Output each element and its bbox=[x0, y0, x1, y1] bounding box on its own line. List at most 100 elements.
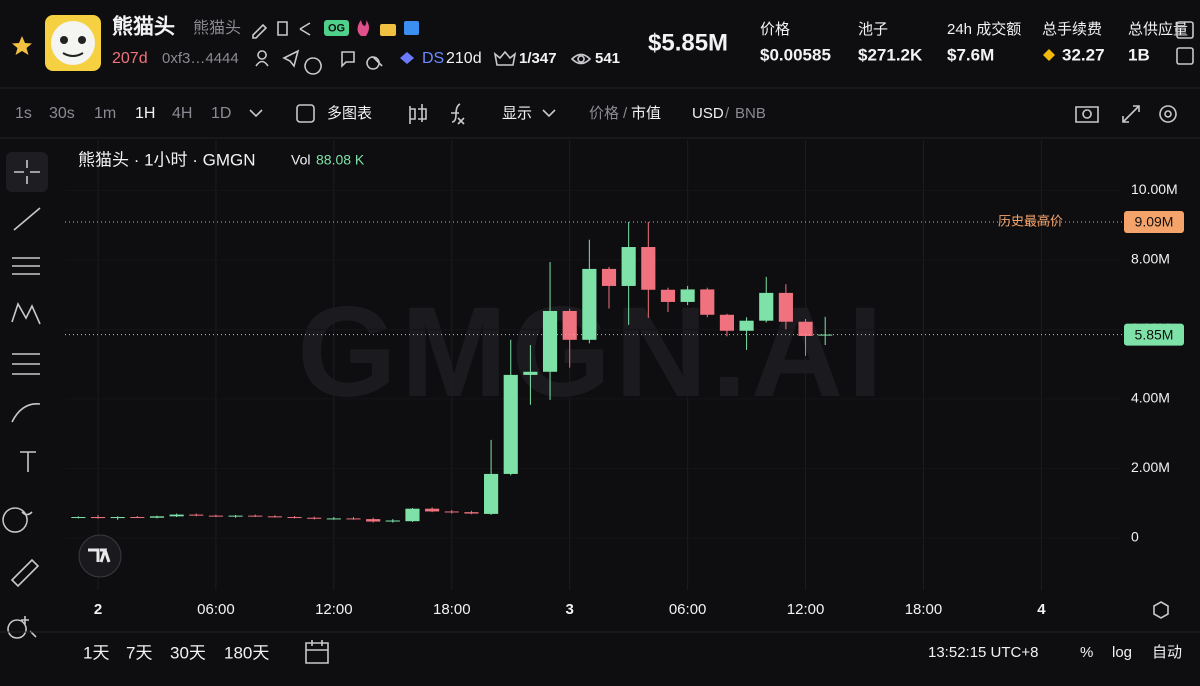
token-name: 熊猫头 bbox=[112, 15, 175, 39]
price-label: 9.09M bbox=[1135, 214, 1174, 230]
stat-value: 1B bbox=[1128, 45, 1150, 64]
slash: / bbox=[623, 105, 628, 122]
candle-body bbox=[464, 512, 479, 514]
avatar-face bbox=[51, 21, 95, 65]
auto-toggle[interactable]: 自动 bbox=[1152, 644, 1182, 661]
people-icon bbox=[380, 24, 396, 36]
ds-icon bbox=[400, 52, 414, 64]
bnb-toggle[interactable]: BNB bbox=[735, 105, 766, 122]
slash: / bbox=[725, 105, 730, 122]
candle-body bbox=[267, 516, 282, 518]
tool-active[interactable] bbox=[6, 152, 48, 192]
percent-toggle[interactable]: % bbox=[1080, 644, 1093, 661]
candle-body bbox=[719, 314, 735, 331]
market-cap: $5.85M bbox=[648, 29, 728, 56]
settings-icon[interactable] bbox=[1164, 110, 1172, 118]
stat-value: $271.2K bbox=[858, 45, 923, 64]
settings-icon[interactable] bbox=[1159, 105, 1177, 123]
avatar-mouth bbox=[62, 52, 84, 57]
display[interactable]: 显示 bbox=[502, 105, 532, 122]
drawing-tools[interactable] bbox=[2, 160, 41, 639]
token-alias: 熊猫头 bbox=[193, 19, 241, 37]
candle-body bbox=[149, 516, 165, 518]
candle-body bbox=[130, 517, 145, 519]
axis-settings[interactable] bbox=[1153, 601, 1169, 619]
x-tick-label: 12:00 bbox=[315, 601, 353, 618]
chevron[interactable] bbox=[542, 109, 556, 118]
x-tick-label: 3 bbox=[566, 601, 574, 618]
interval[interactable]: 1H bbox=[135, 105, 155, 122]
x-tick-label: 18:00 bbox=[433, 601, 471, 618]
avatar-eye bbox=[78, 36, 86, 44]
y-tick-label: 0 bbox=[1131, 529, 1139, 545]
avatar-eye bbox=[60, 36, 68, 44]
candle-body bbox=[582, 268, 597, 340]
candle-body bbox=[700, 289, 715, 315]
stat-label: 总供应量 bbox=[1128, 20, 1188, 38]
candle-body bbox=[425, 508, 440, 512]
stat-value: $7.6M bbox=[947, 45, 994, 64]
candle-body bbox=[798, 321, 813, 336]
ds-label: DS bbox=[422, 50, 444, 67]
range[interactable]: 30天 bbox=[170, 643, 206, 662]
candle-body bbox=[228, 515, 243, 517]
candle-body bbox=[385, 520, 400, 522]
ds-age: 210d bbox=[446, 50, 482, 67]
market-cap-toggle[interactable]: 市值 bbox=[631, 105, 661, 122]
menu-icon[interactable] bbox=[1176, 47, 1194, 65]
copy-icon[interactable] bbox=[1176, 21, 1194, 39]
interval[interactable]: 1s bbox=[15, 105, 32, 122]
header-icons[interactable] bbox=[252, 21, 311, 39]
stat-value: 32.27 bbox=[1062, 45, 1105, 64]
social-icons[interactable] bbox=[255, 49, 383, 75]
candle-body bbox=[307, 517, 322, 519]
price-label-box bbox=[1124, 323, 1184, 346]
candle-body bbox=[601, 268, 617, 286]
log-toggle[interactable]: log bbox=[1112, 644, 1132, 661]
chevron[interactable] bbox=[249, 109, 263, 118]
candle-body bbox=[208, 515, 224, 517]
y-tick-label: 10.00M bbox=[1131, 181, 1178, 197]
range[interactable]: 7天 bbox=[126, 643, 152, 662]
date-picker[interactable] bbox=[305, 640, 329, 664]
chat-icon[interactable] bbox=[404, 21, 419, 35]
tv-logo bbox=[78, 534, 122, 578]
interval[interactable]: 30s bbox=[49, 105, 75, 122]
range[interactable]: 180天 bbox=[224, 643, 269, 662]
candle-body bbox=[71, 517, 86, 519]
favorite-star[interactable] bbox=[12, 36, 32, 55]
interval[interactable]: 1m bbox=[94, 105, 116, 122]
candle-body bbox=[346, 518, 361, 520]
chart-type-icons[interactable] bbox=[409, 103, 465, 125]
y-tick-label: 2.00M bbox=[1131, 459, 1170, 475]
price-line-annotation: 历史最高价 bbox=[998, 213, 1063, 228]
x-tick-label: 2 bbox=[94, 601, 102, 618]
checkbox[interactable] bbox=[296, 104, 315, 123]
candle-body bbox=[523, 371, 538, 375]
x-tick-label: 12:00 bbox=[787, 601, 825, 618]
address[interactable]: 0xf3…4444 bbox=[162, 50, 239, 67]
stat-label: 池子 bbox=[858, 21, 888, 38]
holders: 1/347 bbox=[519, 50, 557, 67]
chart-title: 熊猫头 · 1小时 · GMGN bbox=[78, 150, 256, 169]
range[interactable]: 1天 bbox=[83, 643, 109, 662]
og-badge-text: OG bbox=[328, 22, 345, 34]
candle-body bbox=[326, 518, 341, 520]
tv-logo-mark bbox=[88, 548, 111, 563]
price-toggle[interactable]: 价格 bbox=[589, 105, 619, 122]
usd-toggle[interactable]: USD bbox=[692, 105, 724, 122]
x-tick-label: 06:00 bbox=[197, 601, 235, 618]
interval[interactable]: 4H bbox=[172, 105, 192, 122]
toolbar-right-icons[interactable] bbox=[1075, 105, 1140, 123]
multi-chart[interactable]: 多图表 bbox=[327, 105, 372, 122]
x-tick-label: 4 bbox=[1037, 601, 1046, 618]
interval[interactable]: 1D bbox=[211, 105, 231, 122]
age: 207d bbox=[112, 50, 148, 67]
candle-body bbox=[759, 292, 774, 321]
candle-body bbox=[169, 514, 184, 517]
candle-body bbox=[739, 320, 754, 331]
candle-body bbox=[778, 292, 793, 322]
candle-body bbox=[562, 310, 577, 340]
